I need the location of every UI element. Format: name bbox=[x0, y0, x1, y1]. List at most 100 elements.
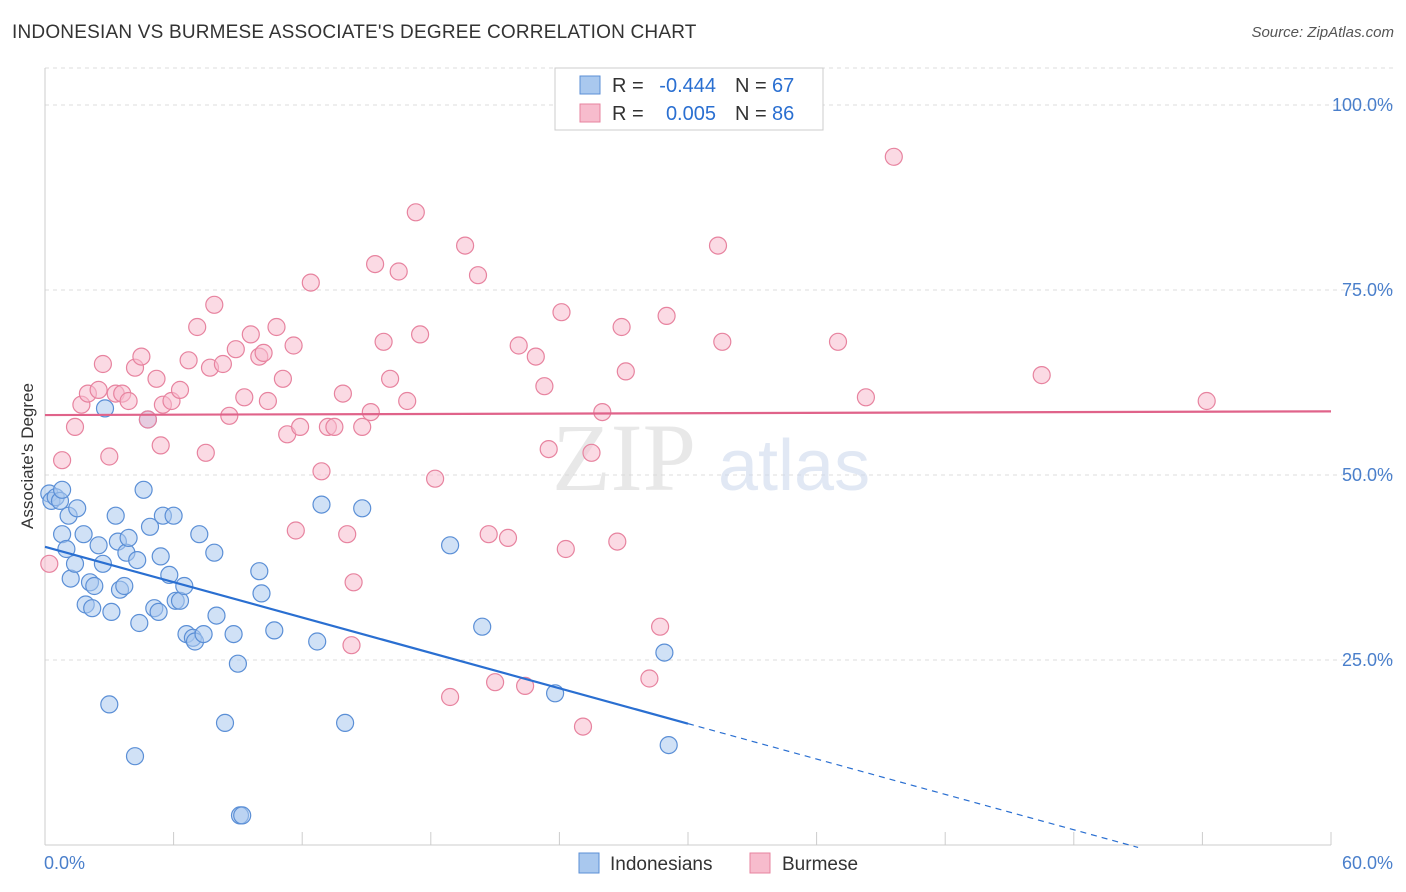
point-burmese bbox=[713, 332, 732, 351]
y-tick-label: 50.0% bbox=[1342, 465, 1393, 485]
point-burmese bbox=[235, 388, 254, 407]
point-burmese bbox=[657, 306, 676, 325]
point-burmese bbox=[220, 406, 239, 425]
stats-r-value-indonesians: -0.444 bbox=[659, 75, 716, 97]
series-legend: Indonesians Burmese bbox=[578, 852, 858, 875]
point-burmese bbox=[132, 347, 151, 366]
point-burmese bbox=[333, 384, 352, 403]
point-burmese bbox=[93, 354, 113, 374]
point-burmese bbox=[884, 147, 903, 166]
point-burmese bbox=[338, 525, 357, 544]
stats-n-value-burmese: 86 bbox=[772, 103, 794, 125]
source-label: Source: ZipAtlas.com bbox=[1251, 24, 1394, 41]
point-burmese bbox=[52, 451, 72, 470]
point-burmese bbox=[366, 255, 385, 274]
point-indonesians bbox=[85, 576, 104, 596]
point-burmese bbox=[344, 573, 363, 592]
point-indonesians bbox=[164, 506, 183, 525]
point-indonesians bbox=[125, 747, 145, 766]
point-burmese bbox=[526, 347, 545, 366]
point-burmese bbox=[301, 273, 320, 292]
point-indonesians bbox=[130, 613, 149, 633]
point-burmese bbox=[286, 521, 305, 540]
stats-legend: R = -0.444 N = 67 R = 0.005 N = 86 bbox=[554, 67, 824, 131]
point-burmese bbox=[828, 332, 848, 351]
legend-label-burmese: Burmese bbox=[782, 854, 858, 875]
point-burmese bbox=[254, 343, 273, 362]
point-burmese bbox=[196, 443, 215, 462]
point-indonesians bbox=[336, 713, 355, 733]
point-burmese bbox=[40, 554, 59, 573]
point-indonesians bbox=[149, 602, 168, 622]
y-tick-label: 25.0% bbox=[1342, 650, 1393, 670]
point-burmese bbox=[398, 391, 417, 411]
point-indonesians bbox=[312, 495, 331, 514]
point-indonesians bbox=[89, 536, 108, 555]
point-burmese bbox=[325, 417, 344, 436]
point-burmese bbox=[856, 388, 876, 407]
trend-line-burmese bbox=[44, 410, 1332, 417]
point-burmese bbox=[342, 636, 361, 655]
point-burmese bbox=[381, 369, 400, 388]
point-burmese bbox=[456, 236, 475, 255]
point-burmese bbox=[411, 325, 430, 344]
point-burmese bbox=[205, 295, 224, 314]
point-burmese bbox=[486, 673, 505, 692]
point-burmese bbox=[374, 332, 393, 351]
point-indonesians bbox=[119, 528, 138, 548]
point-indonesians bbox=[151, 547, 170, 566]
point-burmese bbox=[291, 417, 310, 436]
point-indonesians bbox=[115, 576, 134, 596]
point-indonesians bbox=[52, 480, 72, 499]
stats-swatch-indonesians bbox=[579, 75, 601, 95]
point-indonesians bbox=[106, 506, 125, 525]
stats-n-value-indonesians: 67 bbox=[772, 75, 794, 97]
point-burmese bbox=[179, 351, 198, 370]
point-indonesians bbox=[228, 654, 247, 673]
point-indonesians bbox=[252, 584, 271, 603]
point-burmese bbox=[498, 528, 518, 548]
point-indonesians bbox=[308, 632, 327, 651]
point-indonesians bbox=[83, 599, 102, 618]
point-burmese bbox=[616, 362, 635, 381]
grid-lines bbox=[45, 67, 1393, 661]
point-burmese bbox=[708, 236, 728, 255]
point-burmese bbox=[1032, 366, 1051, 385]
point-burmese bbox=[515, 676, 535, 696]
watermark-atlas: atlas bbox=[718, 426, 870, 506]
point-burmese bbox=[258, 391, 277, 411]
point-indonesians bbox=[68, 499, 87, 518]
point-indonesians bbox=[190, 525, 209, 544]
point-burmese bbox=[556, 539, 575, 559]
watermark-zip: ZIP bbox=[552, 404, 696, 511]
point-burmese bbox=[552, 303, 571, 322]
point-burmese bbox=[312, 462, 331, 481]
point-burmese bbox=[353, 417, 372, 436]
watermark: ZIP atlas bbox=[552, 404, 870, 511]
point-indonesians bbox=[100, 695, 119, 714]
point-indonesians bbox=[265, 621, 284, 640]
point-burmese bbox=[151, 436, 170, 455]
point-burmese bbox=[608, 532, 627, 551]
legend-swatch-indonesians bbox=[578, 852, 600, 874]
trend-line-indonesians bbox=[44, 545, 689, 725]
point-indonesians bbox=[194, 624, 213, 644]
point-burmese bbox=[640, 669, 659, 688]
point-burmese bbox=[539, 440, 558, 459]
trend-lines bbox=[44, 410, 1332, 849]
y-tick-labels: 25.0% 50.0% 75.0% 100.0% bbox=[1332, 95, 1393, 670]
y-axis-label: Associate's Degree bbox=[18, 383, 37, 529]
x-tick-label-max: 60.0% bbox=[1342, 853, 1393, 873]
point-burmese bbox=[119, 391, 138, 411]
point-burmese bbox=[170, 380, 190, 399]
point-indonesians bbox=[224, 624, 243, 644]
point-burmese bbox=[100, 447, 119, 466]
x-ticks bbox=[44, 832, 1332, 845]
point-indonesians bbox=[215, 713, 235, 733]
stats-r-label-burmese: R = bbox=[612, 103, 644, 125]
stats-swatch-burmese bbox=[579, 103, 601, 123]
point-burmese bbox=[213, 354, 232, 374]
legend-swatch-burmese bbox=[749, 852, 771, 874]
point-indonesians bbox=[128, 550, 147, 570]
point-burmese bbox=[441, 687, 460, 707]
